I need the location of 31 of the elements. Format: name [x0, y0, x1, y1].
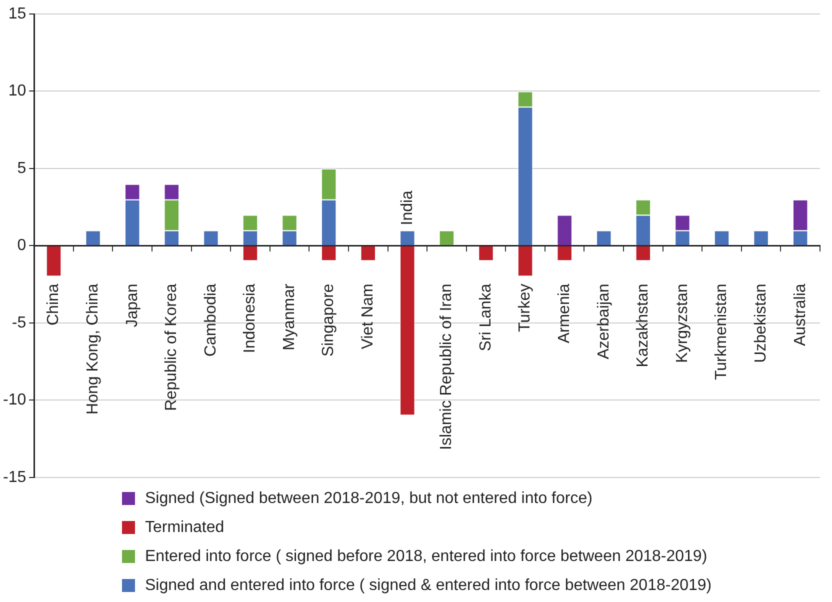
x-tick-label: Australia — [792, 284, 809, 346]
x-tick-label: Myanmar — [280, 283, 298, 350]
y-tick-label: -15 — [3, 468, 26, 486]
x-tick-label: Islamic Republic of Iran — [438, 284, 456, 450]
y-tick-label: 5 — [17, 160, 26, 177]
x-tick-label: Cambodia — [202, 284, 220, 357]
x-tick-label: Uzbekistan — [752, 284, 770, 363]
y-tick-label: -10 — [3, 392, 26, 409]
x-tick-label: China — [45, 284, 62, 326]
x-tick-label: Japan — [124, 284, 141, 328]
legend-label: Terminated — [145, 518, 224, 536]
x-tick-label: Republic of Korea — [163, 284, 180, 411]
x-tick-label: Sri Lanka — [477, 284, 494, 352]
x-tick-label: Kazakhstan — [634, 284, 652, 368]
x-tick-label: Viet Nam — [360, 284, 377, 350]
x-tick-label: Armenia — [556, 284, 573, 344]
x-tick-label: Indonesia — [242, 284, 259, 354]
y-tick-label: 0 — [17, 237, 26, 254]
x-tick-label: Azerbaijan — [595, 284, 612, 360]
x-tick-label: Hong Kong, China — [84, 284, 102, 414]
legend-label: Signed and entered into force ( signed & entered into force between 2018-2019) — [145, 576, 712, 594]
legend-label: Entered into force ( signed before 2018, entered into force between 2018-2019) — [145, 548, 708, 566]
x-tick-label: Turkey — [516, 284, 534, 332]
x-tick-label: Kyrgyzstan — [674, 284, 691, 363]
y-tick-label: 15 — [8, 5, 26, 22]
x-tick-label: India — [398, 190, 416, 226]
x-tick-label: Singapore — [320, 284, 338, 357]
y-tick-label: -5 — [12, 314, 26, 332]
x-tick-label: Turkmenistan — [713, 284, 730, 380]
y-tick-label: 10 — [8, 82, 26, 100]
legend-label: Signed (Signed between 2018-2019, but not entered into force) — [145, 490, 592, 508]
